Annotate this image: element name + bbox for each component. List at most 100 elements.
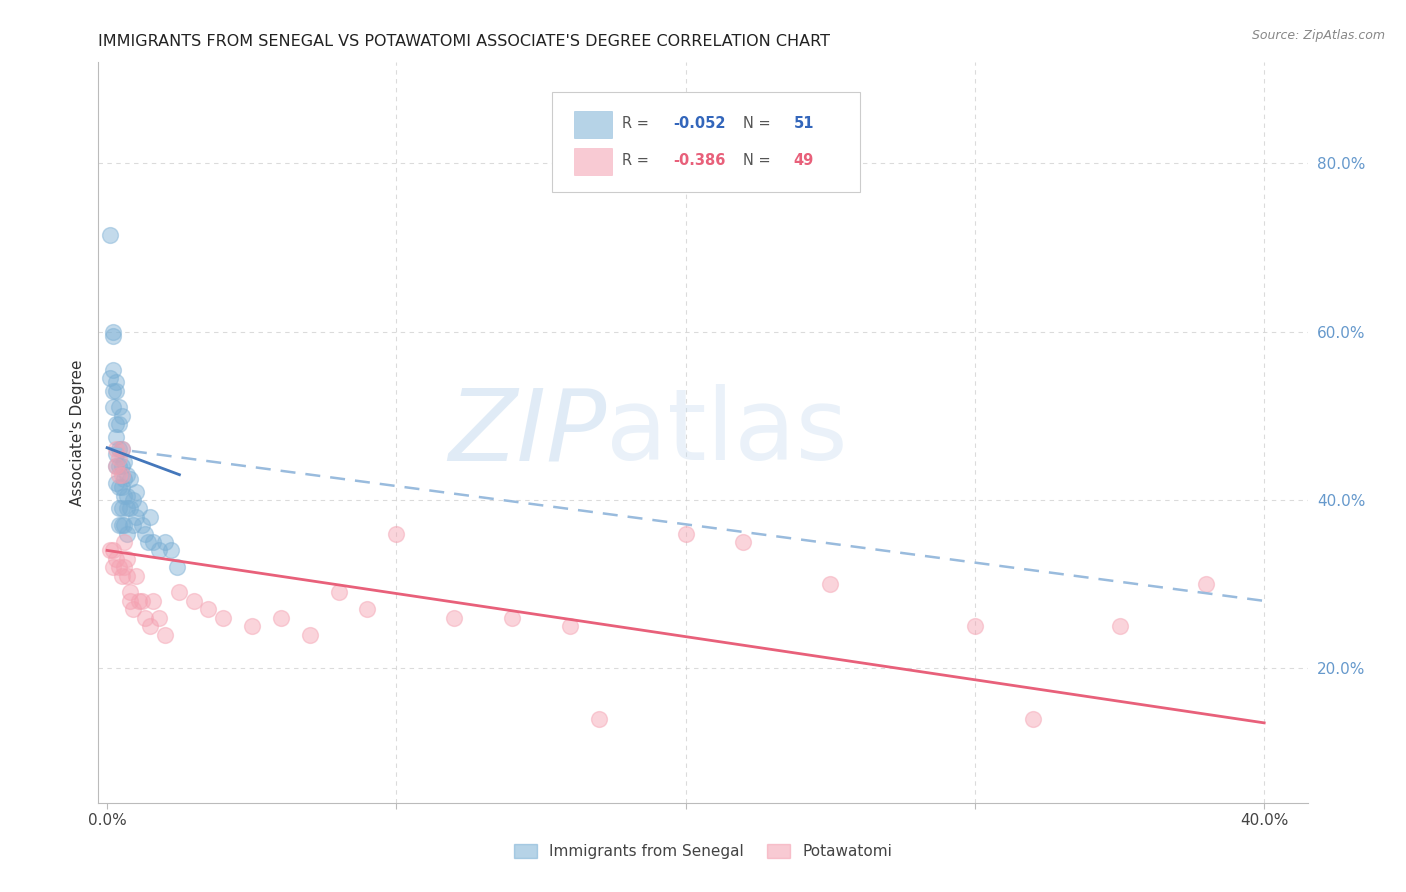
Point xyxy=(142,594,165,608)
Text: ZIP: ZIP xyxy=(449,384,606,481)
Point xyxy=(114,455,136,469)
Text: 49: 49 xyxy=(793,153,814,169)
Point xyxy=(148,610,170,624)
FancyBboxPatch shape xyxy=(551,92,860,192)
Point xyxy=(114,518,136,533)
Point xyxy=(134,610,156,624)
Point xyxy=(104,384,127,398)
Text: IMMIGRANTS FROM SENEGAL VS POTAWATOMI ASSOCIATE'S DEGREE CORRELATION CHART: IMMIGRANTS FROM SENEGAL VS POTAWATOMI AS… xyxy=(98,34,831,49)
Point xyxy=(107,467,129,482)
Point xyxy=(98,543,121,558)
Point xyxy=(501,610,523,624)
Point xyxy=(142,535,165,549)
Point xyxy=(120,585,142,599)
Point xyxy=(120,594,142,608)
Point xyxy=(107,442,129,457)
Point xyxy=(385,526,408,541)
Point xyxy=(298,627,321,641)
Point xyxy=(1022,712,1045,726)
Point xyxy=(153,627,176,641)
Point xyxy=(110,518,132,533)
Point xyxy=(240,619,263,633)
Point xyxy=(211,610,233,624)
Point xyxy=(1195,577,1218,591)
Point xyxy=(101,560,124,574)
Y-axis label: Associate's Degree: Associate's Degree xyxy=(69,359,84,506)
Point xyxy=(820,577,842,591)
Point xyxy=(110,467,132,482)
Point xyxy=(104,459,127,474)
Text: atlas: atlas xyxy=(606,384,848,481)
Point xyxy=(1108,619,1130,633)
Point xyxy=(107,450,129,465)
Point xyxy=(675,526,697,541)
Point xyxy=(101,543,124,558)
Point xyxy=(134,526,156,541)
Point xyxy=(443,610,465,624)
Point xyxy=(110,480,132,494)
Point xyxy=(117,501,139,516)
Point xyxy=(125,509,148,524)
Point xyxy=(270,610,292,624)
Point xyxy=(104,551,127,566)
Point xyxy=(107,459,129,474)
Point xyxy=(131,518,153,533)
Point xyxy=(197,602,219,616)
Point xyxy=(122,492,145,507)
Text: N =: N = xyxy=(742,153,775,169)
Point xyxy=(107,501,129,516)
Point xyxy=(128,501,150,516)
Point xyxy=(98,227,121,242)
Point xyxy=(101,325,124,339)
Point xyxy=(110,568,132,582)
Text: N =: N = xyxy=(742,116,775,131)
Text: Source: ZipAtlas.com: Source: ZipAtlas.com xyxy=(1251,29,1385,42)
Point xyxy=(98,371,121,385)
Point xyxy=(110,501,132,516)
Point xyxy=(114,560,136,574)
Text: 51: 51 xyxy=(793,116,814,131)
Point xyxy=(159,543,181,558)
Point xyxy=(104,442,127,457)
Point xyxy=(101,362,124,376)
Point xyxy=(107,560,129,574)
Point xyxy=(104,417,127,432)
Text: -0.052: -0.052 xyxy=(672,116,725,131)
Point xyxy=(963,619,986,633)
Legend: Immigrants from Senegal, Potawatomi: Immigrants from Senegal, Potawatomi xyxy=(508,838,898,865)
Point xyxy=(104,375,127,389)
Point xyxy=(166,560,188,574)
Text: R =: R = xyxy=(621,153,654,169)
Point xyxy=(117,551,139,566)
Point xyxy=(183,594,205,608)
Point xyxy=(148,543,170,558)
Point xyxy=(110,442,132,457)
Point xyxy=(356,602,378,616)
Point xyxy=(104,459,127,474)
FancyBboxPatch shape xyxy=(574,148,613,175)
Point xyxy=(110,409,132,423)
Text: -0.386: -0.386 xyxy=(672,153,725,169)
Point xyxy=(117,467,139,482)
Point xyxy=(122,602,145,616)
Point xyxy=(104,430,127,444)
Point xyxy=(120,472,142,486)
Point xyxy=(110,442,132,457)
Point xyxy=(169,585,191,599)
Point xyxy=(588,712,610,726)
FancyBboxPatch shape xyxy=(574,112,613,138)
Point xyxy=(107,401,129,415)
Point xyxy=(153,535,176,549)
Point xyxy=(104,476,127,491)
Point xyxy=(117,489,139,503)
Point xyxy=(107,480,129,494)
Point xyxy=(328,585,350,599)
Point xyxy=(131,594,153,608)
Point xyxy=(558,619,581,633)
Point xyxy=(120,501,142,516)
Point xyxy=(101,329,124,343)
Point xyxy=(107,518,129,533)
Point xyxy=(125,484,148,499)
Point xyxy=(125,568,148,582)
Point xyxy=(128,594,150,608)
